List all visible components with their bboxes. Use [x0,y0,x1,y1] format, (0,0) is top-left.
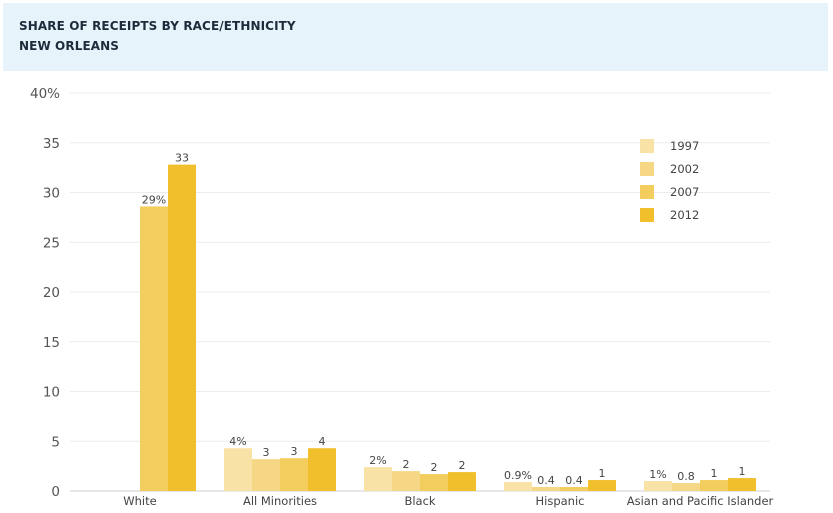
legend-label: 2002 [670,162,699,176]
data-label: 4 [319,435,326,448]
y-tick-label: 10 [43,385,60,401]
bar-2012 [308,448,336,491]
data-label: 3 [263,446,270,459]
bar-2012 [448,472,476,491]
bar-2002 [392,471,420,491]
legend-swatch [640,208,654,222]
data-label: 1 [711,467,718,480]
bar-2012 [728,478,756,491]
y-tick-label: 15 [43,335,60,351]
x-tick-label: Black [404,494,435,508]
bar-2007 [280,458,308,491]
bar-2007 [700,480,728,491]
x-tick-label: White [123,494,156,508]
x-tick-label: Hispanic [536,494,585,508]
legend-label: 2007 [670,185,699,199]
data-label: 1 [739,465,746,478]
chart-title: SHARE OF RECEIPTS BY RACE/ETHNICITY [19,19,296,33]
legend-label: 1997 [670,139,699,153]
chart-subtitle: NEW ORLEANS [19,39,120,53]
bar-2012 [588,480,616,491]
bar-1997 [224,448,252,491]
data-label: 33 [175,152,189,165]
data-label: 0.9% [504,469,532,482]
data-label: 2 [403,458,410,471]
data-label: 0.4 [537,474,555,487]
bar-2007 [140,206,168,491]
legend-swatch [640,139,654,153]
data-label: 29% [142,193,166,206]
y-tick-label: 35 [43,136,60,152]
data-label: 2% [369,454,386,467]
data-label: 1 [599,467,606,480]
bar-2007 [420,474,448,491]
data-label: 1% [649,468,666,481]
bar-2007 [560,487,588,491]
bar-2012 [168,164,196,491]
y-tick-label: 20 [43,285,60,301]
bar-2002 [532,487,560,491]
y-tick-label: 25 [43,235,60,251]
x-tick-label: All Minorities [243,494,317,508]
data-label: 0.8 [677,470,695,483]
bar-1997 [364,467,392,491]
data-label: 4% [229,435,246,448]
chart-header: SHARE OF RECEIPTS BY RACE/ETHNICITY NEW … [3,3,828,71]
data-label: 2 [431,461,438,474]
data-label: 0.4 [565,474,583,487]
data-label: 2 [459,459,466,472]
bar-1997 [644,481,672,491]
bar-2002 [252,459,280,491]
bar-2002 [672,483,700,491]
y-tick-label: 40% [30,86,60,102]
bar-1997 [504,482,532,491]
data-label: 3 [291,445,298,458]
y-tick-label: 30 [43,186,60,202]
x-tick-label: Asian and Pacific Islander [627,494,774,508]
legend-swatch [640,185,654,199]
y-tick-label: 5 [51,434,60,450]
legend-swatch [640,162,654,176]
legend-label: 2012 [670,208,699,222]
y-tick-label: 0 [51,484,60,500]
